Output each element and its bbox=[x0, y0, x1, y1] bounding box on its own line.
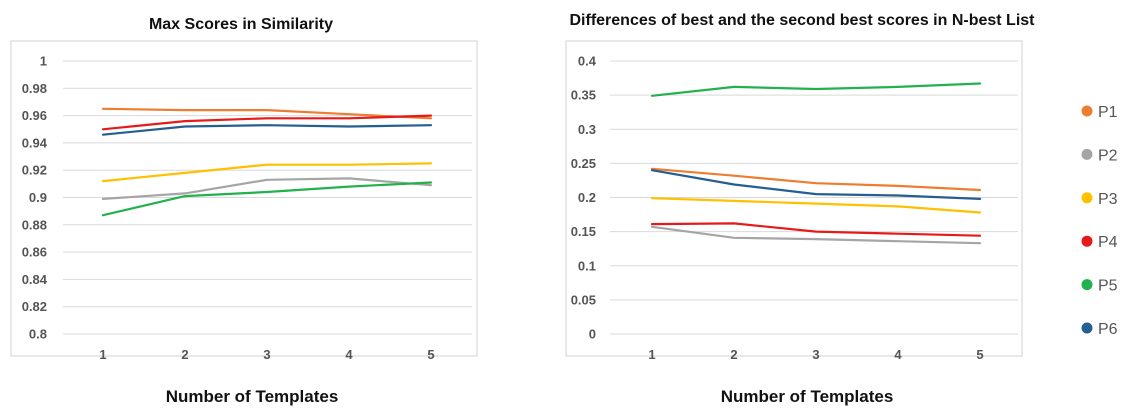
legend: P1 P2 P3 P4 P5 P6 bbox=[1081, 104, 1118, 338]
series-line-p5 bbox=[650, 82, 982, 97]
series-line-p2 bbox=[101, 177, 433, 200]
series-line-p6 bbox=[101, 124, 433, 136]
chart-1-gridlines bbox=[63, 60, 472, 335]
chart-2-x-tick-labels: 1 2 3 4 5 bbox=[648, 347, 983, 362]
x-tick-label: 1 bbox=[99, 347, 106, 362]
y-tick-label: 0.8 bbox=[29, 327, 47, 342]
series-line-p3 bbox=[650, 197, 982, 214]
y-tick-label: 0.82 bbox=[22, 299, 47, 314]
y-tick-label: 0.2 bbox=[578, 190, 596, 205]
x-tick-label: 2 bbox=[181, 347, 188, 362]
y-tick-label: 0.88 bbox=[22, 217, 47, 232]
y-tick-label: 0.92 bbox=[22, 163, 47, 178]
y-tick-label: 0.96 bbox=[22, 108, 47, 123]
chart-1: Max Scores in Similarity 0.8 0.82 0.84 0.86… bbox=[10, 16, 478, 406]
x-tick-label: 5 bbox=[427, 347, 434, 362]
legend-label-p1: P1 bbox=[1098, 104, 1118, 121]
chart-2: Differences of best and the second best … bbox=[565, 12, 1036, 406]
y-tick-label: 0.94 bbox=[22, 135, 48, 150]
legend-marker-p4 bbox=[1081, 235, 1093, 247]
chart-1-series bbox=[101, 107, 433, 217]
x-tick-label: 5 bbox=[976, 347, 983, 362]
series-line-p6 bbox=[650, 169, 982, 200]
legend-marker-p5 bbox=[1081, 279, 1093, 291]
chart-1-x-axis-label: Number of Templates bbox=[166, 387, 339, 406]
series-line-p4 bbox=[101, 114, 433, 131]
chart-2-gridlines bbox=[610, 60, 1018, 335]
legend-marker-p3 bbox=[1081, 192, 1093, 204]
legend-label-p3: P3 bbox=[1098, 191, 1118, 208]
chart-1-x-tick-labels: 1 2 3 4 5 bbox=[99, 347, 434, 362]
y-tick-label: 1 bbox=[40, 54, 47, 69]
x-tick-label: 4 bbox=[894, 347, 902, 362]
legend-marker-p6 bbox=[1081, 322, 1093, 334]
chart-2-series bbox=[650, 82, 982, 245]
legend-marker-p2 bbox=[1081, 148, 1093, 160]
x-tick-label: 4 bbox=[345, 347, 353, 362]
series-line-p4 bbox=[650, 222, 982, 237]
series-line-p5 bbox=[101, 181, 433, 217]
legend-label-p2: P2 bbox=[1098, 147, 1118, 164]
series-line-p1 bbox=[650, 167, 982, 192]
legend-marker-p1 bbox=[1081, 105, 1093, 117]
y-tick-label: 0.25 bbox=[571, 156, 596, 171]
x-tick-label: 2 bbox=[730, 347, 737, 362]
series-line-p1 bbox=[101, 107, 433, 120]
legend-label-p5: P5 bbox=[1098, 278, 1118, 295]
chart-1-y-tick-labels: 0.8 0.82 0.84 0.86 0.88 0.9 0.92 0.94 0.96 0.98 1 bbox=[22, 54, 48, 342]
y-tick-label: 0.3 bbox=[578, 122, 596, 137]
y-tick-label: 0.84 bbox=[22, 272, 48, 287]
y-tick-label: 0.9 bbox=[29, 190, 47, 205]
y-tick-label: 0.35 bbox=[571, 88, 596, 103]
chart-2-title: Differences of best and the second best … bbox=[570, 12, 1036, 29]
y-tick-label: 0.86 bbox=[22, 245, 47, 260]
legend-label-p4: P4 bbox=[1098, 234, 1118, 251]
chart-1-title: Max Scores in Similarity bbox=[149, 16, 333, 33]
x-tick-label: 3 bbox=[812, 347, 819, 362]
legend-label-p6: P6 bbox=[1098, 321, 1118, 338]
series-line-p2 bbox=[650, 225, 982, 245]
x-tick-label: 1 bbox=[648, 347, 655, 362]
y-tick-label: 0.4 bbox=[578, 54, 597, 69]
chart-2-x-axis-label: Number of Templates bbox=[721, 387, 894, 406]
chart-2-y-tick-labels: 0 0.05 0.1 0.15 0.2 0.25 0.3 0.35 0.4 bbox=[571, 54, 597, 342]
y-tick-label: 0.98 bbox=[22, 81, 47, 96]
y-tick-label: 0 bbox=[589, 327, 596, 342]
x-tick-label: 3 bbox=[263, 347, 270, 362]
y-tick-label: 0.05 bbox=[571, 292, 596, 307]
y-tick-label: 0.15 bbox=[571, 224, 596, 239]
series-line-p3 bbox=[101, 162, 433, 183]
y-tick-label: 0.1 bbox=[578, 258, 596, 273]
chart-1-frame bbox=[10, 40, 478, 357]
